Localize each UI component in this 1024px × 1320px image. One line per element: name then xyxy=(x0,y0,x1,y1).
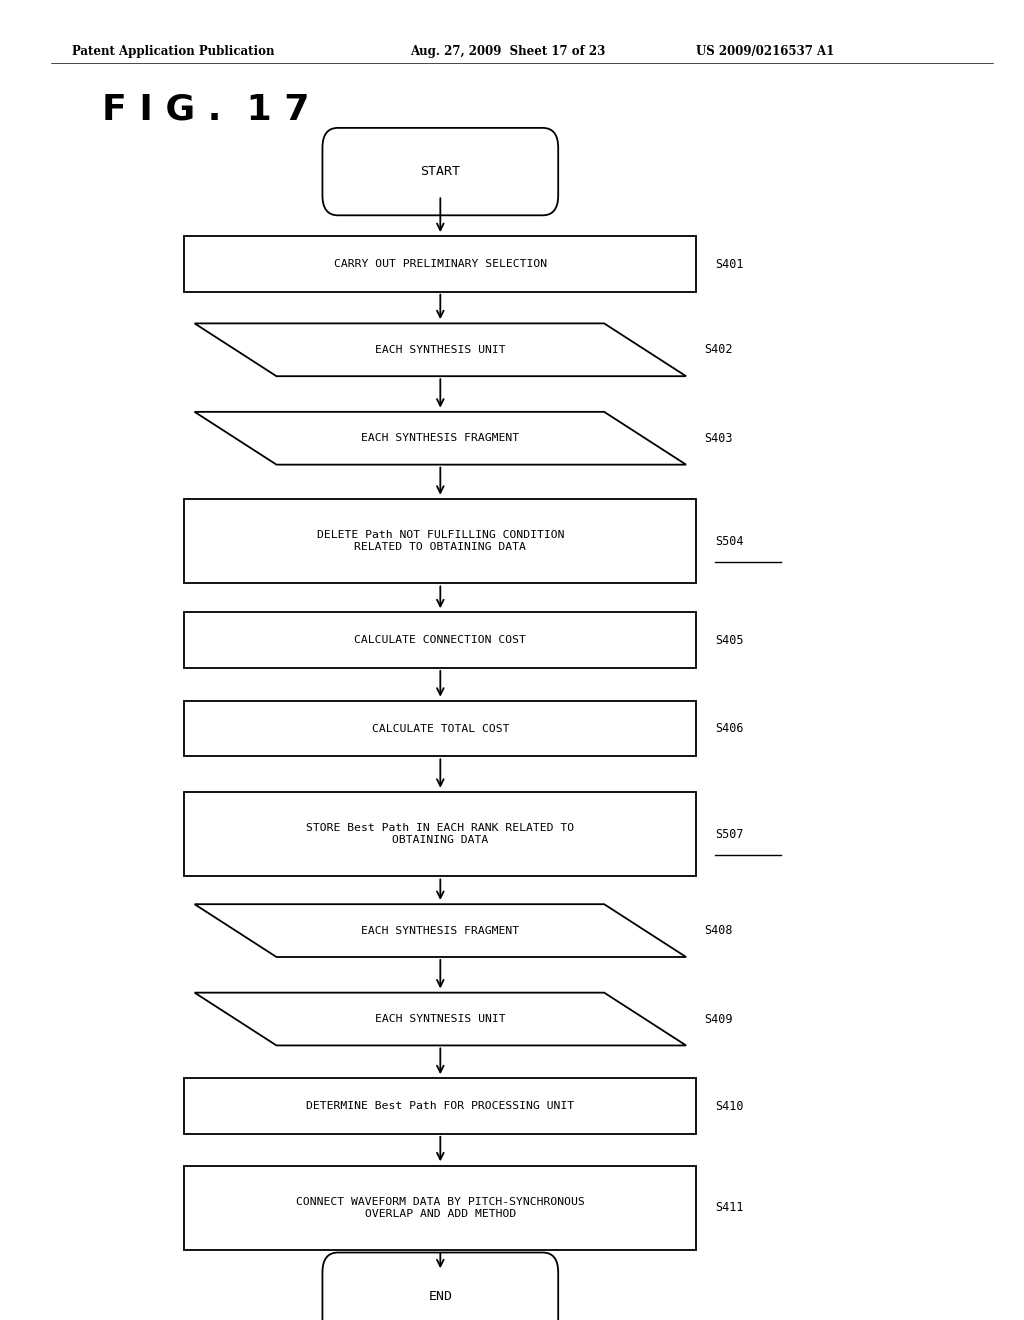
Text: F I G .  1 7: F I G . 1 7 xyxy=(102,92,310,127)
Bar xyxy=(184,499,696,583)
Bar xyxy=(184,612,696,668)
Text: EACH SYNTNESIS UNIT: EACH SYNTNESIS UNIT xyxy=(375,1014,506,1024)
Text: S405: S405 xyxy=(715,634,743,647)
Text: START: START xyxy=(420,165,461,178)
Polygon shape xyxy=(195,993,686,1045)
Text: EACH SYNTHESIS UNIT: EACH SYNTHESIS UNIT xyxy=(375,345,506,355)
Text: EACH SYNTHESIS FRAGMENT: EACH SYNTHESIS FRAGMENT xyxy=(361,925,519,936)
FancyBboxPatch shape xyxy=(323,1253,558,1320)
Text: US 2009/0216537 A1: US 2009/0216537 A1 xyxy=(696,45,835,58)
Polygon shape xyxy=(195,904,686,957)
Text: S406: S406 xyxy=(715,722,743,735)
Text: STORE Best Path IN EACH RANK RELATED TO
OBTAINING DATA: STORE Best Path IN EACH RANK RELATED TO … xyxy=(306,824,574,845)
Text: S504: S504 xyxy=(715,535,743,548)
Polygon shape xyxy=(195,323,686,376)
Text: CARRY OUT PRELIMINARY SELECTION: CARRY OUT PRELIMINARY SELECTION xyxy=(334,259,547,269)
Text: S409: S409 xyxy=(705,1012,733,1026)
Bar xyxy=(184,1166,696,1250)
Text: CALCULATE TOTAL COST: CALCULATE TOTAL COST xyxy=(372,723,509,734)
Bar xyxy=(184,792,696,876)
Text: Aug. 27, 2009  Sheet 17 of 23: Aug. 27, 2009 Sheet 17 of 23 xyxy=(410,45,605,58)
Text: S408: S408 xyxy=(705,924,733,937)
Text: END: END xyxy=(428,1290,453,1303)
Text: S507: S507 xyxy=(715,828,743,841)
Text: CALCULATE CONNECTION COST: CALCULATE CONNECTION COST xyxy=(354,635,526,645)
Bar xyxy=(184,1078,696,1134)
Text: EACH SYNTHESIS FRAGMENT: EACH SYNTHESIS FRAGMENT xyxy=(361,433,519,444)
Bar xyxy=(184,701,696,756)
Bar xyxy=(184,236,696,292)
Text: S411: S411 xyxy=(715,1201,743,1214)
Text: DELETE Path NOT FULFILLING CONDITION
RELATED TO OBTAINING DATA: DELETE Path NOT FULFILLING CONDITION REL… xyxy=(316,531,564,552)
FancyBboxPatch shape xyxy=(323,128,558,215)
Polygon shape xyxy=(195,412,686,465)
Text: S401: S401 xyxy=(715,257,743,271)
Text: S403: S403 xyxy=(705,432,733,445)
Text: S402: S402 xyxy=(705,343,733,356)
Text: DETERMINE Best Path FOR PROCESSING UNIT: DETERMINE Best Path FOR PROCESSING UNIT xyxy=(306,1101,574,1111)
Text: CONNECT WAVEFORM DATA BY PITCH-SYNCHRONOUS
OVERLAP AND ADD METHOD: CONNECT WAVEFORM DATA BY PITCH-SYNCHRONO… xyxy=(296,1197,585,1218)
Text: S410: S410 xyxy=(715,1100,743,1113)
Text: Patent Application Publication: Patent Application Publication xyxy=(72,45,274,58)
